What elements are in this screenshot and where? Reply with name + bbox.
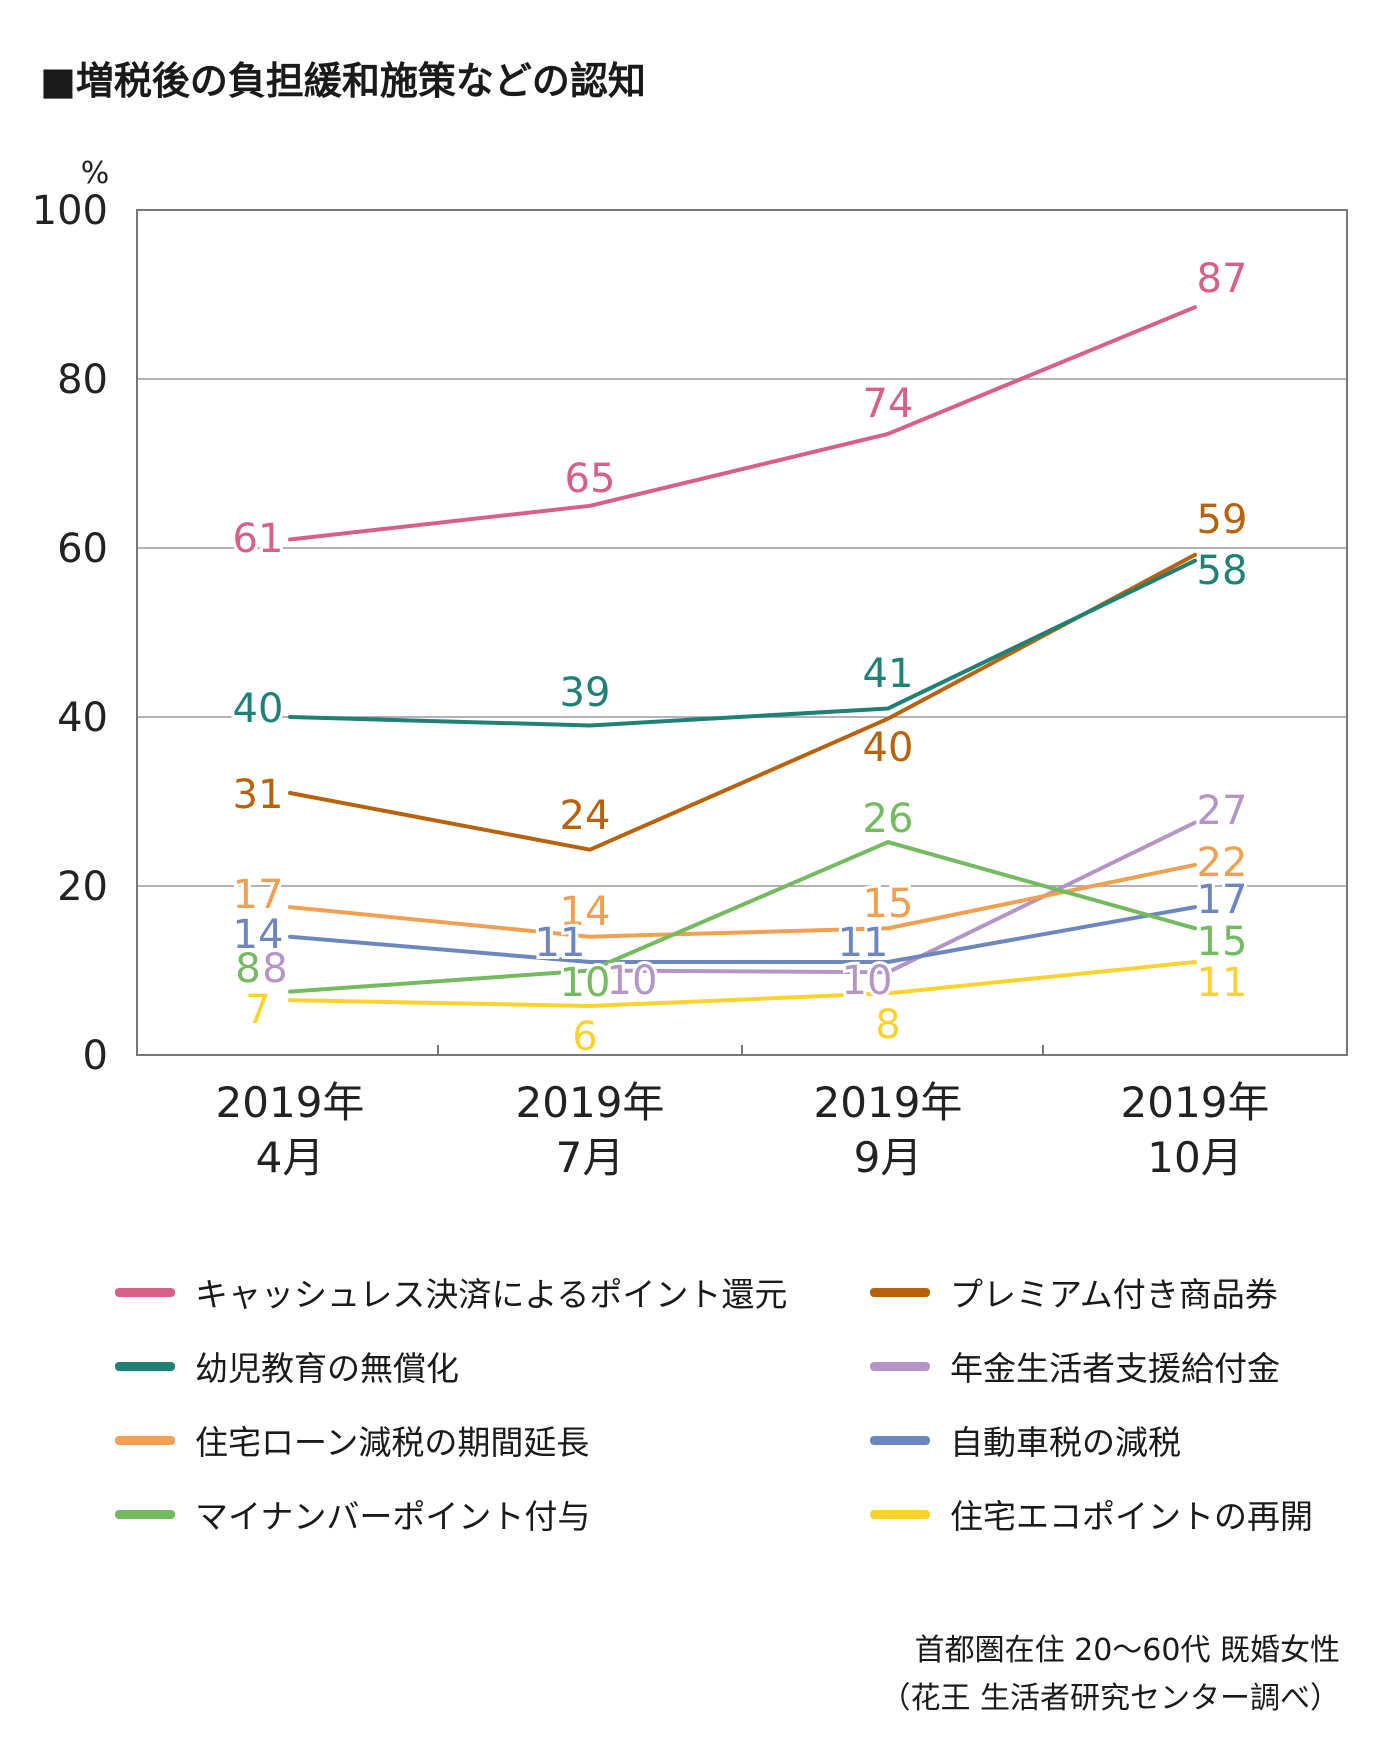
y-tick-label: 20 — [57, 864, 108, 910]
data-label: 8 — [262, 946, 287, 992]
series-line — [288, 840, 1197, 994]
legend-swatch — [115, 1509, 175, 1519]
data-label: 14 — [233, 912, 284, 958]
legend-item: 住宅エコポイントの再開 — [870, 1490, 1313, 1538]
chart-title: ■増税後の負担緩和施策などの認知 — [40, 59, 646, 103]
data-label: 41 — [863, 651, 914, 697]
legend-item: プレミアム付き商品券 — [870, 1268, 1278, 1316]
legend-label: 住宅エコポイントの再開 — [950, 1497, 1313, 1536]
data-label: 39 — [560, 670, 611, 716]
series-line — [288, 905, 1197, 964]
data-label: 15 — [1197, 919, 1248, 965]
x-tick-label: 2019年 — [1121, 1078, 1270, 1127]
series-line — [288, 960, 1197, 1008]
x-tick-label: 9月 — [854, 1133, 923, 1182]
data-label: 10 — [607, 958, 658, 1004]
legend-swatch — [870, 1361, 930, 1371]
y-axis-unit: % — [81, 156, 110, 191]
legend-swatch — [870, 1435, 930, 1445]
data-label: 10 — [842, 958, 893, 1004]
data-label: 22 — [1197, 840, 1248, 886]
x-tick-label: 2019年 — [516, 1078, 665, 1127]
data-label: 8 — [235, 946, 260, 992]
legend-label: 年金生活者支援給付金 — [950, 1349, 1280, 1388]
x-tick-label: 4月 — [256, 1133, 325, 1182]
legend-label: 幼児教育の無償化 — [195, 1349, 459, 1388]
y-tick-label: 60 — [57, 526, 108, 572]
source-note: 首都圏在住 20〜60代 既婚女性 （花王 生活者研究センター調べ） — [880, 1627, 1340, 1723]
data-label: 7 — [245, 987, 270, 1033]
legend-swatch — [870, 1287, 930, 1297]
data-label: 59 — [1197, 497, 1248, 543]
plot-frame — [136, 209, 1348, 1056]
y-tick-label: 100 — [32, 188, 108, 234]
data-label: 74 — [863, 381, 914, 427]
data-label: 31 — [233, 772, 284, 818]
data-label: 14 — [560, 889, 611, 935]
data-label: 17 — [233, 872, 284, 918]
y-tick-label: 0 — [83, 1033, 108, 1079]
data-label: 11 — [1197, 960, 1248, 1006]
data-label: 11 — [838, 920, 889, 966]
legend-item: 自動車税の減税 — [870, 1416, 1181, 1464]
data-label: 87 — [1197, 256, 1248, 302]
legend-swatch — [115, 1287, 175, 1297]
legend-item: マイナンバーポイント付与 — [115, 1490, 590, 1538]
data-label: 40 — [863, 725, 914, 771]
y-tick-label: 40 — [57, 695, 108, 741]
data-label: 17 — [1197, 877, 1248, 923]
legend-label: マイナンバーポイント付与 — [195, 1497, 591, 1536]
data-label: 10 — [560, 960, 611, 1006]
line-chart: 0 20 40 60 80 100% 2019年 4月 2019年 7月 2019年 9月 2019年 1… — [32, 156, 1348, 1182]
y-tick-label: 80 — [57, 357, 108, 403]
series-line — [288, 558, 1197, 728]
series-line — [288, 552, 1197, 852]
data-label: 24 — [560, 793, 611, 839]
x-tick-label: 10月 — [1147, 1133, 1242, 1182]
source-line-2: （花王 生活者研究センター調べ） — [880, 1681, 1340, 1716]
data-label: 58 — [1197, 548, 1248, 594]
data-label: 6 — [572, 1014, 597, 1060]
legend-label: キャッシュレス決済によるポイント還元 — [195, 1275, 788, 1314]
legend-item: 住宅ローン減税の期間延長 — [115, 1416, 589, 1464]
source-line-1: 首都圏在住 20〜60代 既婚女性 — [914, 1633, 1340, 1668]
series-line — [588, 820, 1197, 975]
x-tick-label: 7月 — [556, 1133, 625, 1182]
legend-item: 幼児教育の無償化 — [115, 1342, 459, 1390]
data-label: 26 — [863, 796, 914, 842]
data-label: 8 — [875, 1002, 900, 1048]
x-tick-label: 2019年 — [216, 1078, 365, 1127]
data-label: 27 — [1197, 788, 1248, 834]
data-label: 65 — [565, 456, 616, 502]
legend-swatch — [115, 1435, 175, 1445]
legend-label: プレミアム付き商品券 — [950, 1275, 1278, 1314]
legend-swatch — [115, 1361, 175, 1371]
series-line — [288, 305, 1197, 542]
series-line — [288, 862, 1197, 939]
data-label: 61 — [233, 516, 284, 562]
data-label: 15 — [863, 881, 914, 927]
legend-label: 住宅ローン減税の期間延長 — [195, 1423, 590, 1462]
data-label: 11 — [535, 920, 586, 966]
legend-item: 年金生活者支援給付金 — [870, 1342, 1280, 1390]
legend-swatch — [870, 1509, 930, 1519]
legend-label: 自動車税の減税 — [950, 1423, 1181, 1462]
x-tick-label: 2019年 — [814, 1078, 963, 1127]
legend-item: キャッシュレス決済によるポイント還元 — [115, 1268, 787, 1316]
data-label: 40 — [233, 686, 284, 732]
